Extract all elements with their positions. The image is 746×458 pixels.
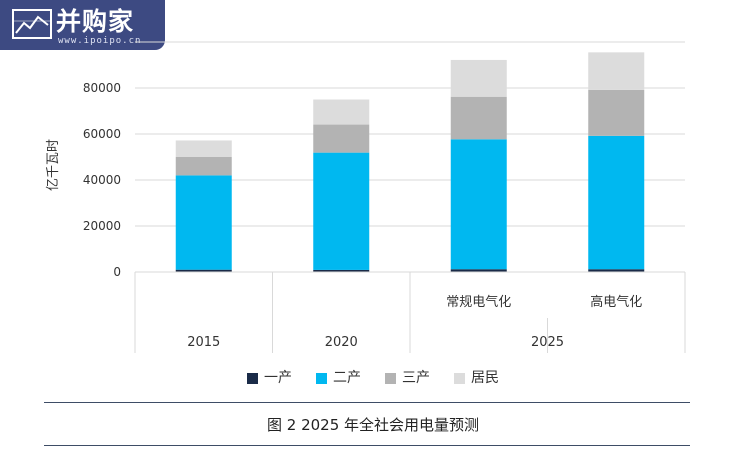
bar-segment [588,52,645,90]
bar-segment [588,89,645,136]
bar-segment [450,269,507,272]
category-label: 高电气化 [590,294,642,310]
category-labels: 2015 2020 常规电气化 高电气化 2025 [187,294,642,350]
bar-segment [450,96,507,140]
chart-logo-icon [12,9,52,39]
bar-segment [175,157,232,176]
logo-name: 并购家 [56,7,135,36]
y-axis-label: 亿千瓦时 [46,139,61,191]
bar-segment [313,269,370,272]
bar-segment [313,152,370,270]
bar-segment [175,269,232,272]
bar-series [175,52,645,272]
category-table-lines [134,271,686,353]
bar-segment [588,135,645,270]
bar-segment [313,124,370,153]
y-tick-label: 80000 [83,81,121,95]
y-tick-labels: 0 20000 40000 60000 80000 [83,81,121,279]
category-group-label: 2025 [531,335,564,350]
bar-segment [450,59,507,97]
bar-segment [450,139,507,270]
legend: 一产 二产 三产 居民 [0,367,746,387]
legend-swatch [247,372,258,384]
y-tick-label: 0 [113,265,121,279]
caption-rule-top [44,402,690,403]
legend-item: 三产 [385,367,430,387]
legend-label: 居民 [471,370,499,386]
logo-url: www.ipoipo.cn [58,36,142,46]
legend-item: 居民 [454,367,499,387]
bar-segment [175,175,232,270]
legend-item: 二产 [316,367,361,387]
y-tick-label: 20000 [83,219,121,233]
caption-rule-bottom [44,445,690,446]
category-label: 常规电气化 [446,294,511,310]
legend-label: 二产 [333,370,361,386]
legend-swatch [385,372,396,384]
category-group-label: 2015 [187,335,220,350]
legend-swatch [454,372,465,384]
category-group-label: 2020 [325,335,358,350]
bar-segment [175,140,232,157]
bar-segment [313,99,370,125]
legend-swatch [316,372,327,384]
bar-segment [588,269,645,272]
legend-label: 三产 [402,370,430,386]
legend-label: 一产 [264,370,292,386]
y-tick-label: 60000 [83,127,121,141]
legend-item: 一产 [247,367,292,387]
stacked-bar-chart: 0 20000 40000 60000 80000 亿千瓦时 2015 2020 常规电气化… [46,41,686,353]
y-tick-label: 40000 [83,173,121,187]
figure-caption: 图 2 2025 年全社会用电量预测 [266,416,480,434]
site-logo: 并购家 www.ipoipo.cn [0,0,165,50]
